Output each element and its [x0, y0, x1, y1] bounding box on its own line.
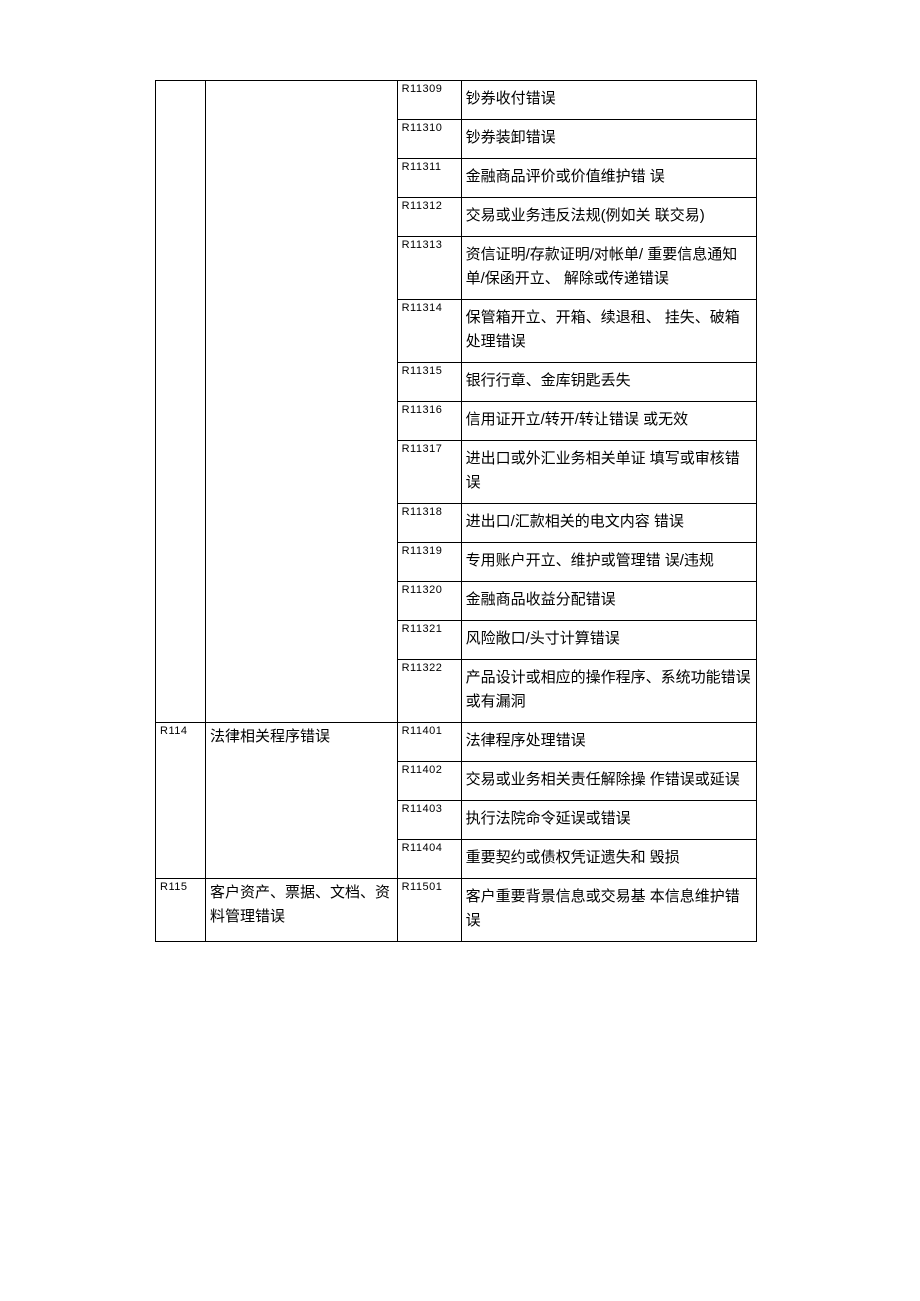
level2-name-cell: 进出口或外汇业务相关单证 填写或审核错误 [461, 441, 756, 504]
level2-code-cell: R11316 [397, 402, 461, 441]
level2-code: R11318 [402, 506, 443, 518]
table-row: R11309 钞券收付错误 [156, 81, 757, 120]
level2-code-cell: R11312 [397, 198, 461, 237]
level2-name-cell: 钞券装卸错误 [461, 120, 756, 159]
level2-code-cell: R11314 [397, 300, 461, 363]
level1-code-cell [156, 81, 206, 723]
level2-name-cell: 专用账户开立、维护或管理错 误/违规 [461, 543, 756, 582]
code-table: R11309 钞券收付错误 R11310 钞券装卸错误 R11311 金融商品评价或价值维… [155, 80, 757, 942]
level2-name-cell: 金融商品收益分配错误 [461, 582, 756, 621]
level1-name-cell: 客户资产、票据、文档、资料管理错误 [205, 879, 397, 942]
level2-code-cell: R11315 [397, 363, 461, 402]
level2-code: R11402 [402, 764, 443, 776]
level2-code-cell: R11309 [397, 81, 461, 120]
level2-code: R11321 [402, 623, 443, 635]
level2-name-cell: 执行法院命令延误或错误 [461, 801, 756, 840]
level2-name-cell: 进出口/汇款相关的电文内容 错误 [461, 504, 756, 543]
level2-code: R11310 [402, 122, 443, 134]
level2-code: R11319 [402, 545, 443, 557]
level2-code: R11316 [402, 404, 443, 416]
level1-code-cell: R115 [156, 879, 206, 942]
level2-code-cell: R11310 [397, 120, 461, 159]
level2-code-cell: R11311 [397, 159, 461, 198]
level1-code: R114 [160, 725, 187, 737]
level2-name-cell: 交易或业务相关责任解除操 作错误或延误 [461, 762, 756, 801]
level2-code-cell: R11322 [397, 660, 461, 723]
level2-name-cell: 交易或业务违反法规(例如关 联交易) [461, 198, 756, 237]
level2-code: R11501 [402, 881, 443, 893]
level2-code: R11403 [402, 803, 443, 815]
level2-code-cell: R11317 [397, 441, 461, 504]
level2-name-cell: 重要契约或债权凭证遗失和 毁损 [461, 840, 756, 879]
level2-code: R11320 [402, 584, 443, 596]
level2-code-cell: R11319 [397, 543, 461, 582]
level2-code-cell: R11402 [397, 762, 461, 801]
level2-code: R11322 [402, 662, 443, 674]
level2-code: R11311 [402, 161, 442, 173]
level2-name-cell: 金融商品评价或价值维护错 误 [461, 159, 756, 198]
level2-code: R11314 [402, 302, 443, 314]
level2-name-cell: 信用证开立/转开/转让错误 或无效 [461, 402, 756, 441]
level2-code-cell: R11321 [397, 621, 461, 660]
level1-name-cell: 法律相关程序错误 [205, 723, 397, 879]
level2-code: R11312 [402, 200, 443, 212]
level2-name-cell: 资信证明/存款证明/对帐单/ 重要信息通知单/保函开立、 解除或传递错误 [461, 237, 756, 300]
level1-name-cell [205, 81, 397, 723]
level2-name-cell: 风险敞口/头寸计算错误 [461, 621, 756, 660]
level2-code: R11313 [402, 239, 443, 251]
level2-name-cell: 法律程序处理错误 [461, 723, 756, 762]
level2-code-cell: R11501 [397, 879, 461, 942]
level2-name-cell: 银行行章、金库钥匙丢失 [461, 363, 756, 402]
level2-name-cell: 客户重要背景信息或交易基 本信息维护错误 [461, 879, 756, 942]
level1-code-cell: R114 [156, 723, 206, 879]
level2-name-cell: 产品设计或相应的操作程序、系统功能错误或有漏洞 [461, 660, 756, 723]
level2-code: R11404 [402, 842, 443, 854]
table-row: R115 客户资产、票据、文档、资料管理错误 R11501 客户重要背景信息或交易基 … [156, 879, 757, 942]
level2-code: R11317 [402, 443, 443, 455]
level2-name-cell: 钞券收付错误 [461, 81, 756, 120]
level2-code-cell: R11401 [397, 723, 461, 762]
level2-code-cell: R11313 [397, 237, 461, 300]
level2-code: R11401 [402, 725, 443, 737]
level2-code: R11315 [402, 365, 443, 377]
table-row: R114法律相关程序错误R11401法律程序处理错误 [156, 723, 757, 762]
level2-code-cell: R11403 [397, 801, 461, 840]
level2-name-cell: 保管箱开立、开箱、续退租、 挂失、破箱处理错误 [461, 300, 756, 363]
classification-table: R11309 钞券收付错误 R11310 钞券装卸错误 R11311 金融商品评价或价值维… [155, 80, 757, 942]
level2-code-cell: R11320 [397, 582, 461, 621]
level2-code: R11309 [402, 83, 443, 95]
level2-code-cell: R11318 [397, 504, 461, 543]
level2-code-cell: R11404 [397, 840, 461, 879]
level1-code: R115 [160, 881, 187, 893]
